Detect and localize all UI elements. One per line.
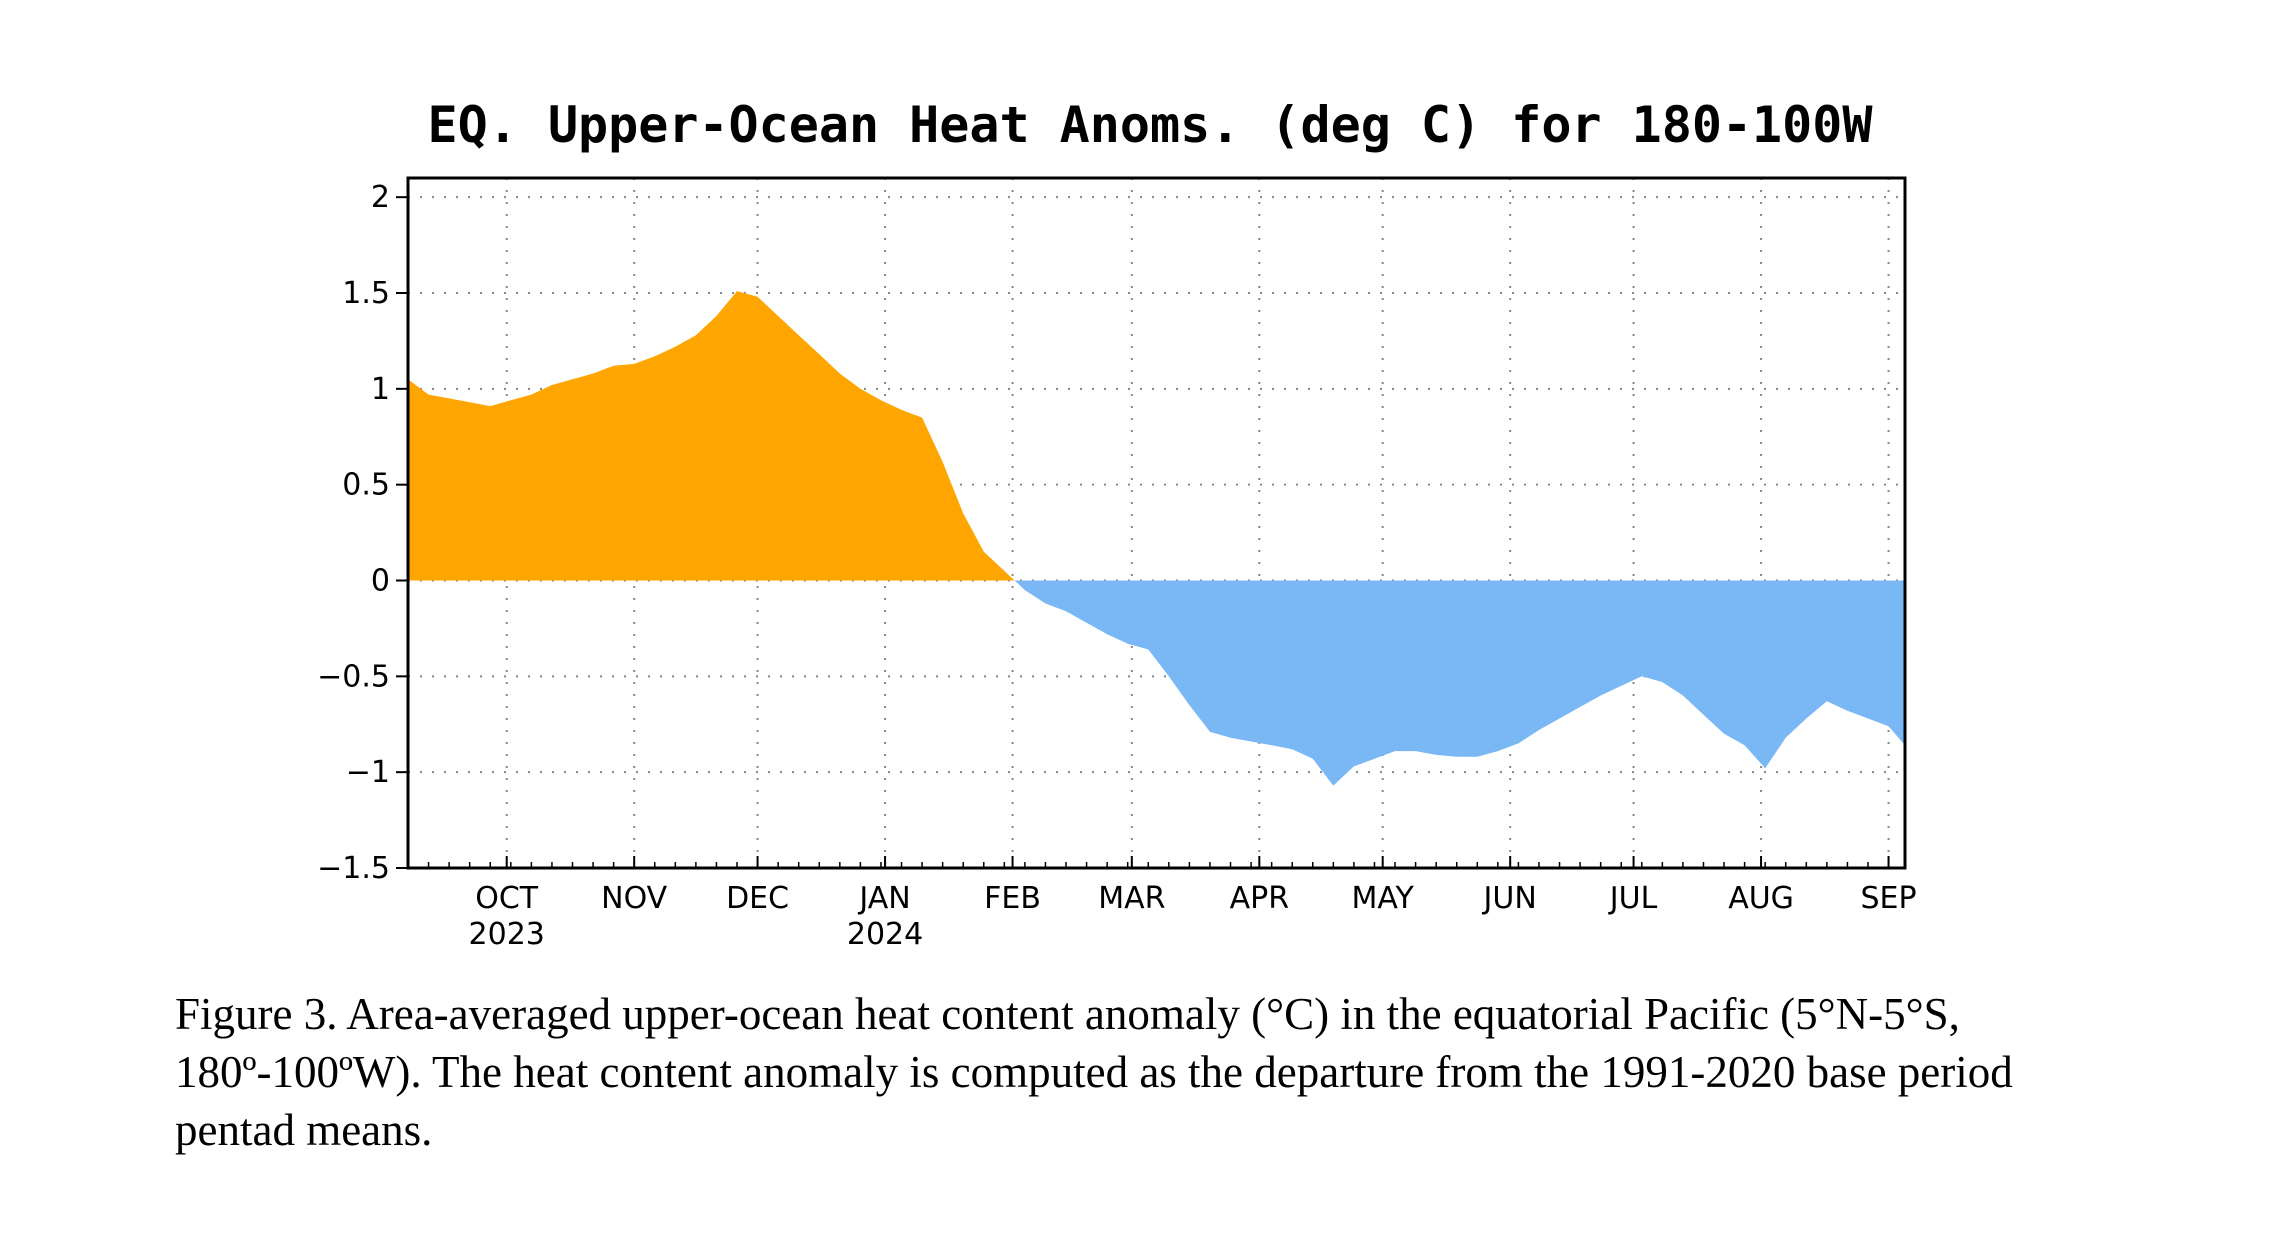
plot-frame — [406, 176, 1907, 870]
anomaly-areas — [408, 291, 1905, 786]
y-tick-label: 0 — [371, 564, 390, 599]
x-tick-label: OCT — [475, 881, 539, 916]
y-tick-label: 1.5 — [342, 276, 390, 311]
y-tick-label: 2 — [371, 180, 390, 215]
x-tick-label: FEB — [984, 881, 1041, 916]
x-tick-label: JAN — [857, 881, 910, 916]
negative-anomaly-area — [408, 580, 1905, 786]
x-tick-label: MAR — [1098, 881, 1165, 916]
x-tick-label: MAY — [1351, 881, 1414, 916]
positive-anomaly-area — [408, 291, 1905, 581]
x-tick-label: JUN — [1482, 881, 1537, 916]
x-tick-year-label: 2023 — [469, 917, 545, 952]
chart-title: EQ. Upper-Ocean Heat Anoms. (deg C) for … — [428, 96, 1874, 154]
y-tick-label: −1.5 — [317, 851, 390, 886]
x-tick-label: APR — [1230, 881, 1289, 916]
y-tick-label: 0.5 — [342, 468, 390, 503]
x-tick-label: SEP — [1861, 881, 1917, 916]
y-tick-label: 1 — [371, 372, 390, 407]
x-tick-label: NOV — [601, 881, 668, 916]
figure-caption: Figure 3. Area-averaged upper-ocean heat… — [175, 989, 2013, 1155]
x-tick-label: JUL — [1608, 881, 1658, 916]
x-tick-year-label: 2024 — [847, 917, 923, 952]
x-tick-label: AUG — [1728, 881, 1794, 916]
chart: EQ. Upper-Ocean Heat Anoms. (deg C) for … — [317, 96, 1917, 952]
axes — [406, 176, 1907, 870]
x-tick-label: DEC — [726, 881, 789, 916]
y-tick-label: −0.5 — [317, 659, 390, 694]
y-tick-label: −1 — [346, 755, 390, 790]
y-axis-ticks: −1.5 −1 −0.5 0 0.5 1 1.5 2 — [317, 180, 408, 886]
